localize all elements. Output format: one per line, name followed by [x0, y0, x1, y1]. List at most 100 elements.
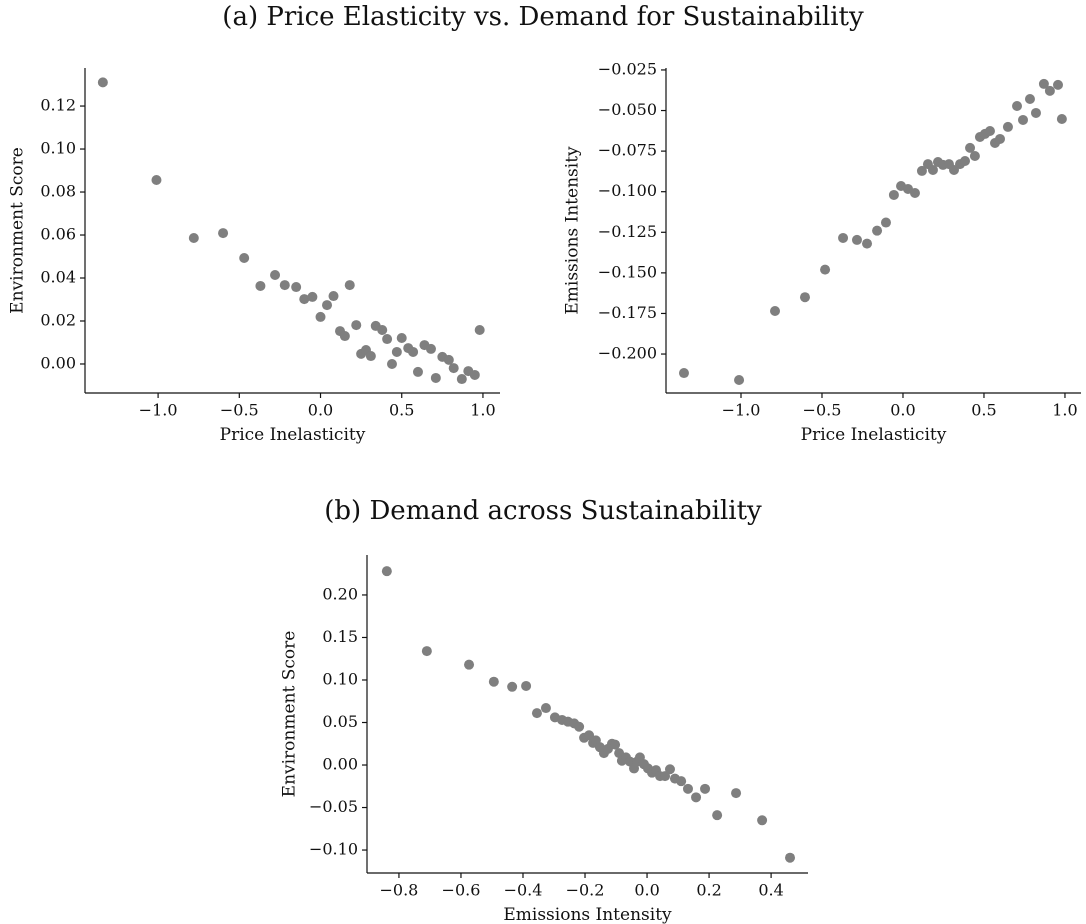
y-tick-label: 0.10 — [322, 669, 358, 688]
scatter-point — [291, 282, 302, 293]
scatter-point — [872, 225, 883, 236]
scatter-point — [731, 788, 742, 799]
y-tick-label: −0.175 — [598, 303, 657, 322]
y-tick-label: −0.10 — [309, 840, 358, 859]
y-tick-label: 0.15 — [322, 627, 358, 646]
scatter-point — [995, 133, 1006, 144]
scatter-point — [916, 165, 927, 176]
scatter-point — [1056, 113, 1067, 124]
scatter-point — [1018, 114, 1029, 125]
scatter-point — [1044, 85, 1055, 96]
scatter-point — [574, 721, 585, 732]
scatter-point — [474, 325, 485, 336]
scatter-point — [396, 332, 407, 343]
scatter-point — [678, 368, 689, 379]
x-tick-label: −1.0 — [139, 401, 178, 420]
scatter-point — [664, 764, 675, 775]
scatter-point — [1052, 79, 1063, 90]
y-axis-label: Environment Score — [8, 147, 28, 314]
scatter-point — [909, 188, 920, 198]
x-tick-label: 0.5 — [971, 401, 996, 420]
scatter-point — [382, 334, 393, 345]
y-tick-label: −0.125 — [598, 222, 657, 241]
x-tick-label: 0.5 — [389, 401, 414, 420]
scatter-point — [969, 150, 980, 161]
scatter-point — [960, 156, 971, 167]
scatter-point — [691, 792, 702, 803]
x-tick-label: 0.0 — [890, 401, 915, 420]
y-axis-label: Environment Score — [280, 631, 300, 798]
x-tick-label: 1.0 — [1052, 401, 1077, 420]
scatter-point — [488, 676, 499, 687]
y-tick-label: −0.025 — [598, 59, 657, 78]
scatter-point — [1024, 94, 1035, 105]
scatter-point — [412, 366, 423, 377]
scatter-point — [255, 280, 266, 291]
scatter-point — [838, 232, 849, 243]
scatter-point — [851, 234, 862, 245]
y-tick-label: 0.08 — [40, 182, 76, 201]
scatter-point — [507, 681, 518, 692]
scatter-point — [425, 343, 436, 354]
scatter-point — [365, 351, 376, 362]
x-tick-label: −0.2 — [566, 881, 605, 900]
scatter-point — [984, 125, 995, 136]
scatter-point — [386, 358, 397, 369]
scatter-point — [521, 680, 532, 691]
scatter-point — [1038, 78, 1049, 89]
scatter-point — [351, 320, 362, 331]
y-tick-label: 0.04 — [40, 268, 76, 287]
y-tick-label: 0.02 — [40, 310, 76, 329]
scatter-point — [456, 374, 467, 385]
x-axis-label: Price Inelasticity — [801, 425, 947, 445]
scatter-point — [712, 810, 723, 821]
scatter-point — [880, 217, 891, 228]
scatter-point — [448, 363, 459, 374]
scatter-point — [322, 300, 333, 311]
scatter-point — [299, 294, 310, 305]
scatter-point — [344, 280, 355, 291]
x-tick-label: −0.5 — [803, 401, 842, 420]
x-tick-label: −1.0 — [722, 401, 761, 420]
y-tick-label: 0.20 — [322, 584, 358, 603]
scatter-point — [188, 233, 199, 244]
x-axis-label: Price Inelasticity — [220, 425, 366, 445]
scatter-point — [584, 730, 595, 741]
scatter-point — [820, 264, 831, 275]
chart-title: (a) Price Elasticity vs. Demand for Sust… — [222, 2, 864, 32]
scatter-point — [430, 372, 441, 383]
y-tick-label: −0.05 — [309, 797, 358, 816]
scatter-point — [785, 852, 796, 863]
scatter-point — [888, 189, 899, 200]
y-tick-label: 0.06 — [40, 225, 76, 244]
scatter-point — [1030, 107, 1041, 118]
scatter-point — [862, 238, 873, 249]
y-tick-label: 0.00 — [40, 353, 76, 372]
scatter-point — [239, 253, 250, 264]
scatter-point — [408, 346, 419, 357]
scatter-point — [469, 369, 480, 380]
scatter-point — [1002, 121, 1013, 132]
scatter-point — [315, 311, 326, 322]
scatter-point — [391, 346, 402, 357]
y-tick-label: −0.050 — [598, 100, 657, 119]
scatter-point — [464, 659, 475, 670]
scatter-point — [734, 375, 745, 386]
x-tick-label: −0.6 — [442, 881, 481, 900]
y-tick-label: 0.05 — [322, 712, 358, 731]
y-axis-label: Emissions Intensity — [563, 146, 583, 315]
scatter-point — [927, 164, 938, 175]
x-tick-label: 0.0 — [634, 881, 659, 900]
scatter-point — [328, 291, 339, 302]
scatter-point — [339, 331, 350, 342]
y-tick-label: 0.00 — [322, 755, 358, 774]
x-tick-label: −0.4 — [504, 881, 543, 900]
scatter-point — [676, 776, 687, 787]
chart-title: (b) Demand across Sustainability — [324, 496, 762, 526]
scatter-point — [377, 325, 388, 336]
scatter-point — [421, 646, 432, 657]
y-tick-label: −0.150 — [598, 262, 657, 281]
x-tick-label: 0.0 — [308, 401, 333, 420]
x-tick-label: 0.4 — [758, 881, 783, 900]
